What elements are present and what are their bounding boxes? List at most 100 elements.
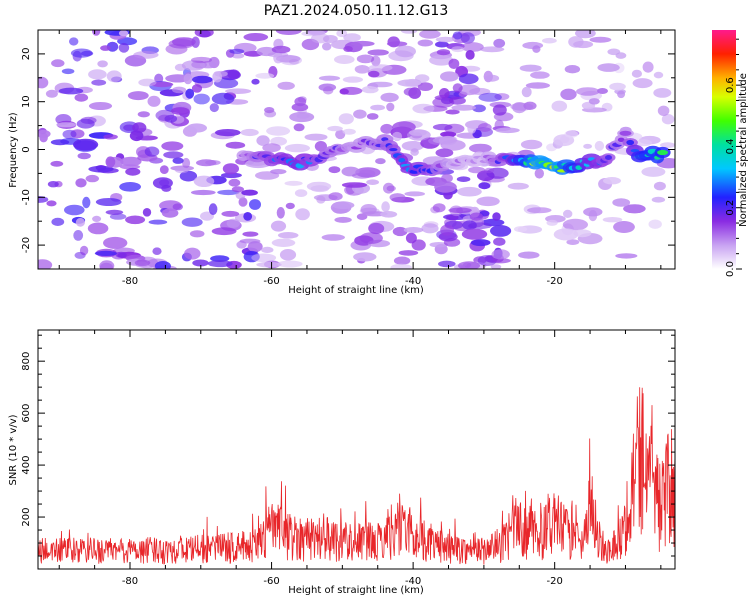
heatmap-cell [560, 88, 577, 101]
heatmap-cell [381, 201, 390, 213]
heatmap-cell [392, 121, 416, 133]
heatmap-cell [458, 73, 479, 85]
heatmap-cell [653, 71, 664, 79]
heatmap-cell [88, 165, 114, 173]
heatmap-cell [46, 200, 57, 207]
heatmap-cell [74, 93, 89, 102]
heatmap-cell [256, 46, 277, 57]
heatmap-cell [477, 255, 497, 266]
heatmap-cell [457, 261, 481, 269]
heatmap-cell [527, 207, 552, 214]
heatmap-cell [228, 178, 241, 187]
heatmap-cell [38, 196, 49, 203]
heatmap-cell [229, 48, 245, 54]
heatmap-cell [334, 216, 352, 223]
heatmap-cell [118, 30, 129, 37]
heatmap-cell [225, 88, 252, 94]
heatmap-cell [172, 37, 196, 47]
heatmap-cell [256, 261, 282, 268]
heatmap-cell [446, 214, 459, 221]
heatmap-cell [468, 166, 486, 174]
heatmap-cell [389, 148, 398, 152]
heatmap-cell [469, 212, 484, 221]
heatmap-cell [85, 174, 100, 183]
heatmap-cell [441, 173, 453, 183]
heatmap-cell [411, 239, 426, 251]
heatmap-cell [87, 222, 109, 235]
snr-y-label: SNR (10 * v/v) [8, 414, 19, 485]
heatmap-cell [562, 218, 589, 231]
spectrogram-x-ticks: -80 -60 -40 -20 [58, 30, 662, 287]
heatmap-cell [256, 135, 270, 146]
heatmap-cell [530, 71, 550, 79]
snr-frame [37, 329, 676, 570]
heatmap-cell [163, 151, 184, 159]
heatmap-cell [247, 241, 263, 253]
heatmap-cell [478, 182, 491, 190]
heatmap-cell [479, 46, 505, 53]
heatmap-cell [190, 189, 216, 196]
heatmap-cell [484, 167, 495, 174]
heatmap-cell [161, 208, 179, 218]
heatmap-cell [380, 123, 394, 134]
heatmap-cell [179, 170, 198, 182]
heatmap-cell [271, 238, 296, 247]
heatmap-cell [137, 111, 150, 118]
heatmap-cell [460, 32, 475, 44]
spectrogram-x-label: Height of straight line (km) [288, 285, 424, 296]
heatmap-cell [138, 78, 157, 87]
heatmap-cell [660, 142, 675, 148]
heatmap-cell [410, 148, 419, 156]
heatmap-cell [435, 41, 449, 48]
heatmap-cell [436, 49, 451, 56]
y-tick-label: 400 [21, 456, 32, 475]
y-tick-label: 600 [21, 404, 32, 423]
heatmap-cell [368, 222, 385, 235]
colorbar-tick-label: 0.4 [725, 138, 736, 154]
heatmap-cell [119, 182, 141, 192]
heatmap-cell [133, 51, 159, 59]
heatmap-cell [339, 86, 363, 95]
heatmap-cell [597, 88, 608, 94]
heatmap-cell [75, 217, 85, 227]
heatmap-cell [310, 185, 329, 193]
heatmap-cell [642, 61, 654, 73]
heatmap-cell [38, 76, 49, 89]
spectrogram-heatmap [38, 30, 675, 269]
heatmap-cell [152, 247, 162, 255]
heatmap-cell [56, 122, 77, 128]
x-tick-label: -60 [263, 576, 279, 587]
heatmap-cell [50, 139, 70, 146]
heatmap-cell [439, 88, 450, 99]
heatmap-cell [92, 215, 102, 222]
heatmap-cell [192, 259, 209, 267]
heatmap-cell [192, 75, 213, 84]
heatmap-cell [490, 264, 502, 269]
heatmap-cell [518, 251, 540, 259]
heatmap-cell [409, 129, 427, 136]
heatmap-cell [588, 210, 598, 222]
heatmap-cell [551, 100, 568, 112]
heatmap-cell [289, 111, 315, 123]
heatmap-cell [152, 177, 173, 189]
heatmap-cell [617, 90, 626, 99]
heatmap-cell [495, 127, 520, 134]
heatmap-cell [368, 64, 393, 72]
heatmap-cell [457, 186, 482, 197]
heatmap-cell [602, 217, 623, 223]
heatmap-cell [276, 207, 285, 219]
heatmap-cell [323, 86, 334, 95]
heatmap-cell [294, 189, 308, 198]
heatmap-cell [231, 53, 245, 59]
heatmap-cell [212, 71, 223, 83]
heatmap-cell [520, 139, 543, 150]
heatmap-cell [105, 209, 124, 215]
colorbar-label: Normalized spectral amplitude [738, 73, 749, 227]
heatmap-cell [211, 227, 237, 236]
heatmap-cell [468, 222, 492, 229]
heatmap-cell [568, 36, 584, 48]
heatmap-cell [210, 255, 230, 262]
heatmap-cell [632, 78, 653, 89]
heatmap-cell [626, 139, 635, 146]
heatmap-cell [350, 40, 375, 47]
